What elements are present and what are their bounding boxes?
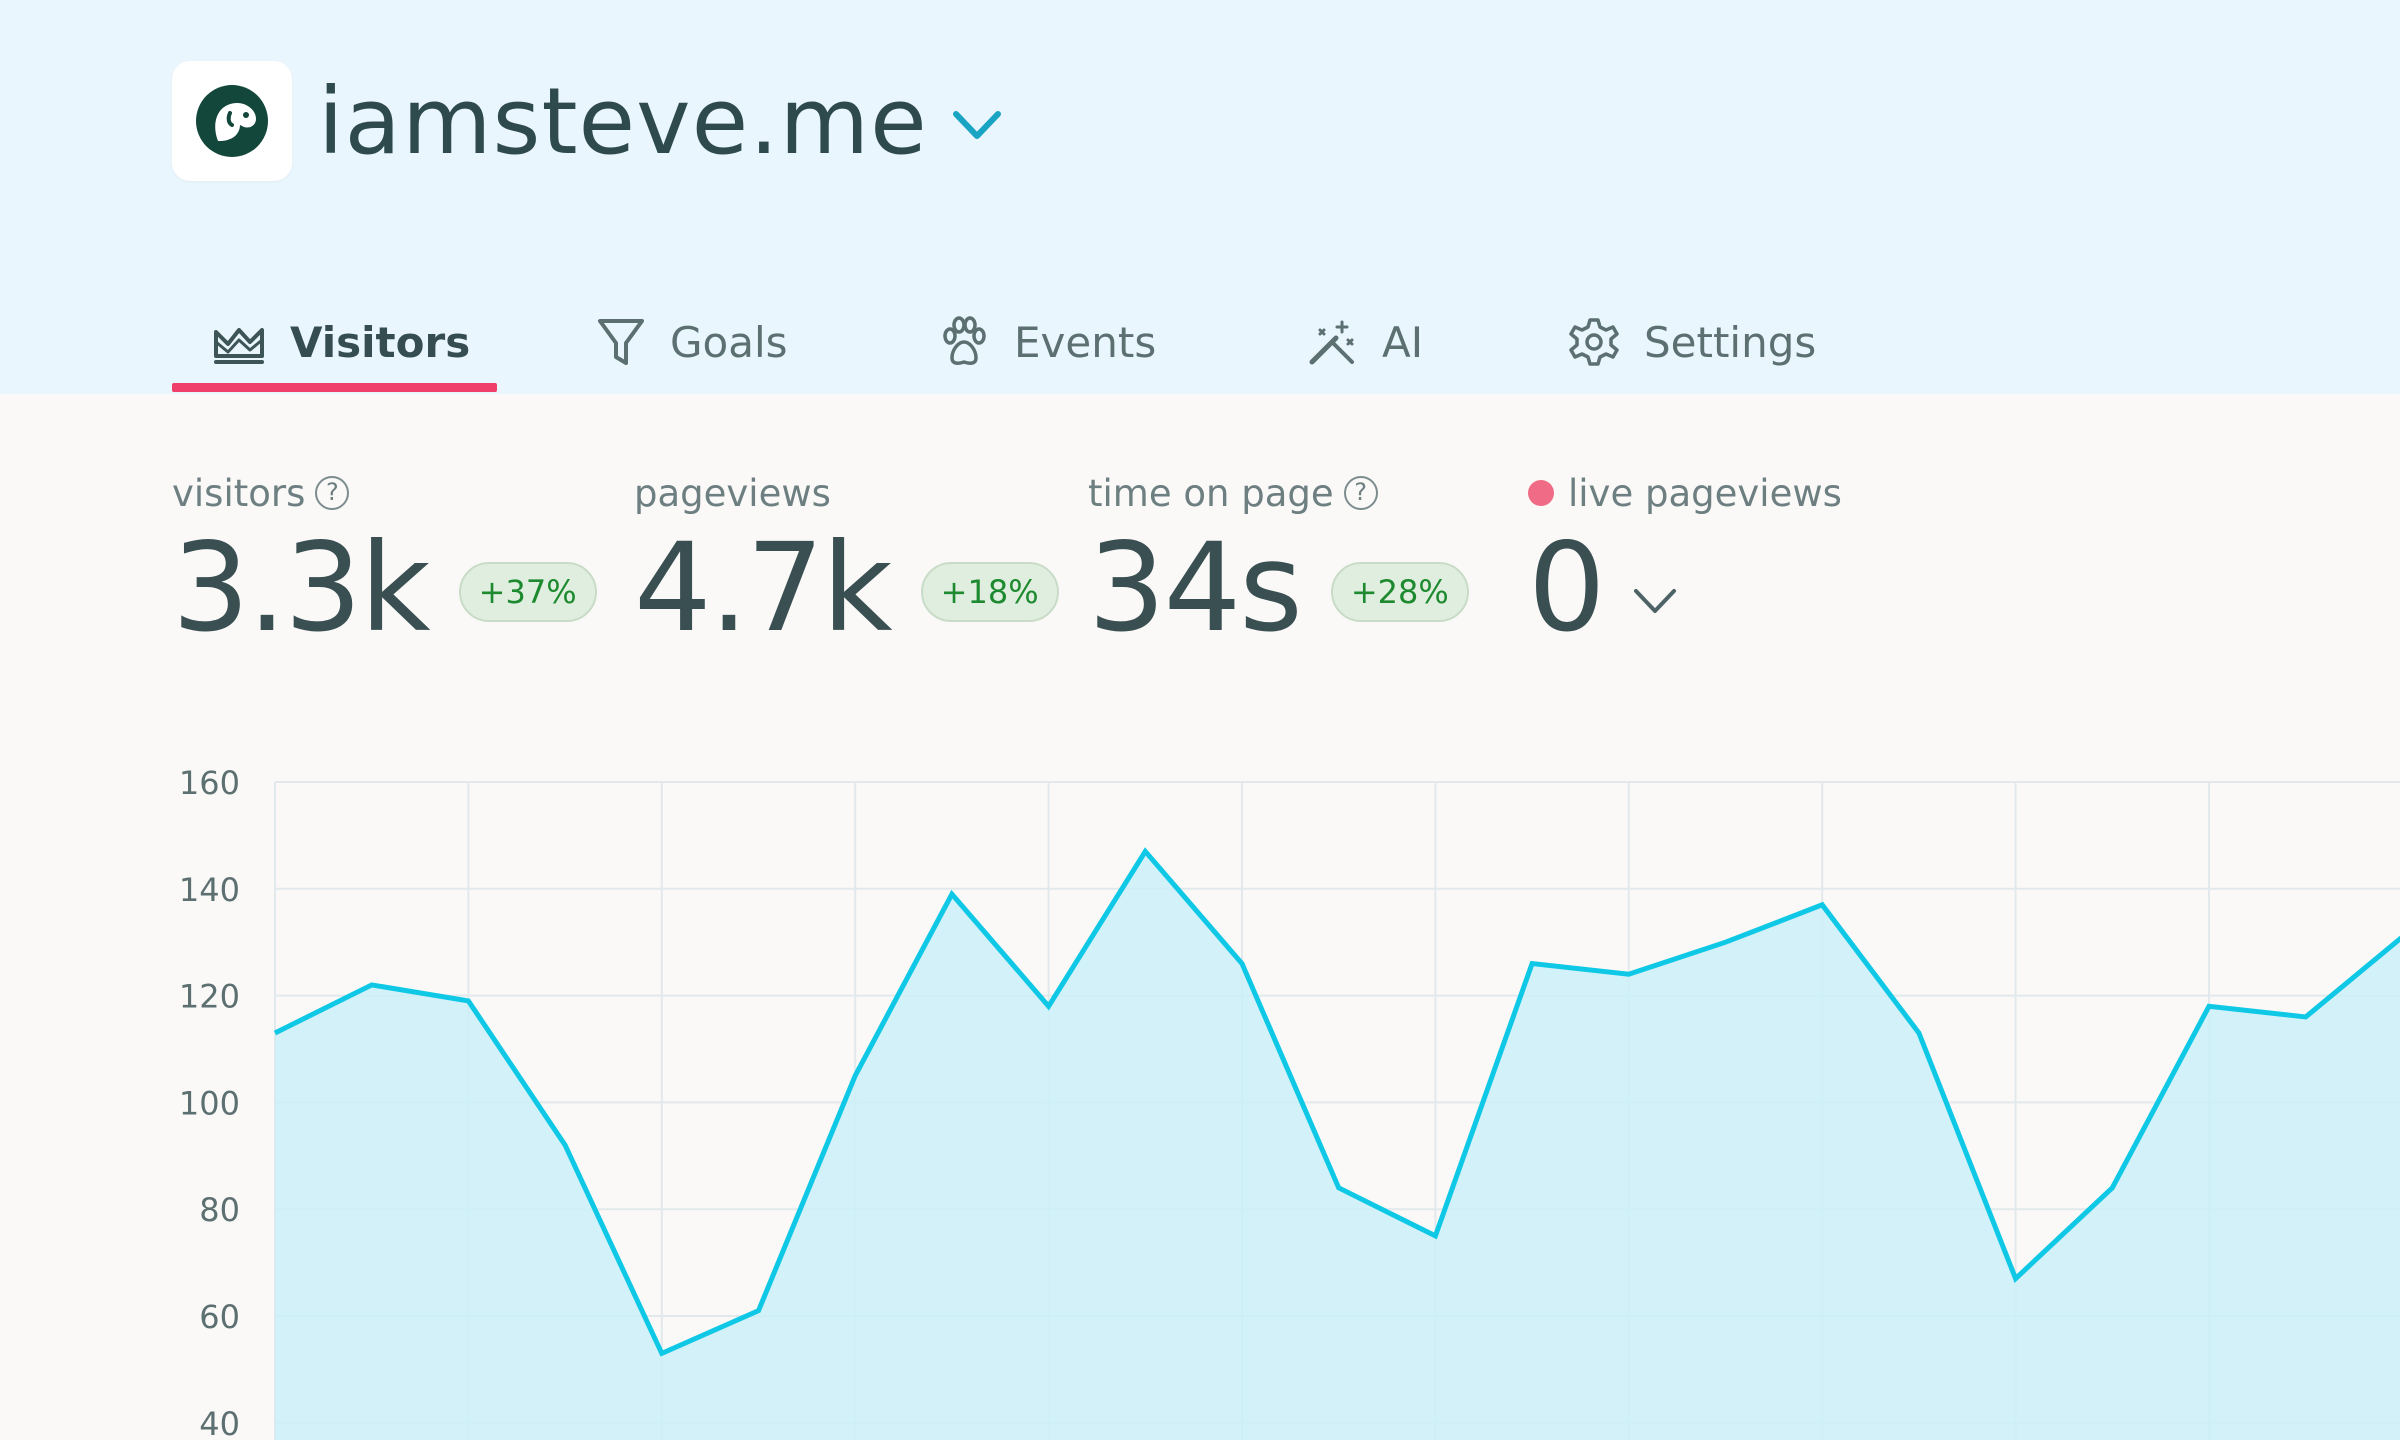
gear-icon (1569, 318, 1619, 366)
site-name[interactable]: iamsteve.me (318, 68, 928, 175)
tab-visitors[interactable]: Visitors (212, 290, 470, 394)
tab-goals[interactable]: Goals (596, 290, 788, 394)
tab-bar: Visitors Goals Events AI Sett (0, 290, 2400, 394)
y-tick-label: 60 (199, 1298, 240, 1336)
site-logo[interactable] (172, 61, 292, 181)
tab-label: AI (1382, 317, 1424, 367)
metric-live-pageviews[interactable]: live pageviews 0 (1528, 468, 1842, 649)
metric-value: 0 (1528, 517, 1606, 659)
y-tick-label: 120 (179, 978, 240, 1016)
metric-pageviews[interactable]: pageviews 4.7k +18% (634, 468, 1059, 649)
y-tick-label: 40 (199, 1405, 240, 1440)
chevron-down-icon[interactable] (1632, 585, 1678, 615)
paw-icon (943, 316, 986, 365)
tab-settings[interactable]: Settings (1568, 290, 1816, 394)
site-switcher-chevron-icon[interactable] (950, 106, 1004, 148)
site-header (0, 0, 2400, 394)
metric-value: 34s (1088, 517, 1303, 659)
delta-badge: +37% (458, 562, 597, 622)
delta-badge: +28% (1330, 562, 1469, 622)
metric-time-on-page[interactable]: time on page ? 34s +28% (1088, 468, 1469, 649)
tab-label: Settings (1644, 317, 1817, 367)
tab-events[interactable]: Events (938, 290, 1156, 394)
y-tick-label: 80 (199, 1191, 240, 1229)
chart-area (275, 851, 2400, 1440)
metric-label: time on page (1088, 471, 1334, 515)
chart-icon (214, 328, 264, 364)
help-icon[interactable]: ? (1343, 476, 1378, 510)
tab-label: Events (1014, 317, 1157, 367)
metric-value: 4.7k (634, 517, 893, 659)
y-tick-label: 100 (179, 1084, 240, 1122)
funnel-icon (598, 319, 644, 365)
delta-badge: +18% (920, 562, 1059, 622)
magic-wand-icon (1309, 320, 1354, 365)
tab-label: Visitors (290, 317, 471, 367)
visitors-chart: 160 140 120 100 80 60 40 (179, 764, 2400, 1440)
live-dot-icon (1528, 480, 1554, 506)
y-tick-label: 140 (179, 871, 240, 909)
metric-value: 3.3k (172, 517, 431, 659)
chart-line (273, 847, 2400, 1357)
dog-logo-icon (196, 85, 268, 157)
metric-label: pageviews (634, 471, 831, 515)
help-icon[interactable]: ? (315, 476, 350, 510)
tab-label: Goals (670, 317, 788, 367)
metric-label: visitors (172, 471, 306, 515)
y-tick-label: 160 (179, 764, 240, 802)
active-tab-indicator (172, 383, 497, 392)
metric-label: live pageviews (1568, 471, 1842, 515)
tab-ai[interactable]: AI (1306, 290, 1423, 394)
metric-visitors[interactable]: visitors ? 3.3k +37% (172, 468, 597, 649)
